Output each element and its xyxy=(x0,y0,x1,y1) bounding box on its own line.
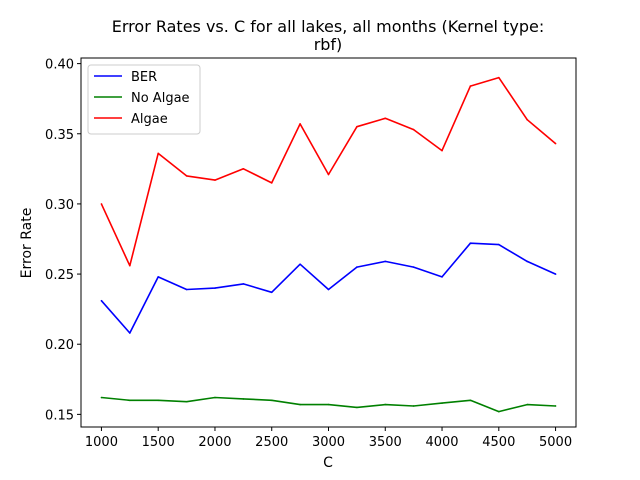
x-tick-label: 3500 xyxy=(369,435,402,450)
data-point xyxy=(299,123,301,125)
data-point xyxy=(100,203,103,205)
data-point xyxy=(497,410,500,413)
data-point xyxy=(356,406,358,409)
data-point xyxy=(157,276,160,278)
x-axis-label: C xyxy=(323,455,333,471)
legend-label: BER xyxy=(131,70,157,85)
data-point xyxy=(242,168,245,170)
data-point xyxy=(129,264,131,267)
y-tick-label: 0.25 xyxy=(45,268,74,283)
data-point xyxy=(157,152,160,155)
data-point xyxy=(412,128,415,131)
x-tick-label: 2500 xyxy=(255,435,288,450)
x-tick-label: 3000 xyxy=(312,435,345,450)
data-point xyxy=(554,142,557,145)
chart-title-line-1: Error Rates vs. C for all lakes, all mon… xyxy=(112,17,544,36)
y-tick-label: 0.35 xyxy=(45,128,74,143)
data-point xyxy=(554,405,557,407)
chart-title-line-2: rbf) xyxy=(314,35,343,54)
data-point xyxy=(299,263,301,266)
x-tick-label: 4000 xyxy=(425,435,458,450)
data-point xyxy=(270,182,273,184)
data-point xyxy=(412,266,415,268)
data-point xyxy=(242,283,245,285)
data-point xyxy=(497,243,500,246)
data-point xyxy=(526,260,528,263)
data-point xyxy=(384,260,387,263)
legend-label: No Algae xyxy=(131,91,190,106)
data-point xyxy=(384,117,387,120)
data-point xyxy=(214,179,216,181)
data-point xyxy=(100,299,103,302)
data-point xyxy=(129,332,131,334)
data-point xyxy=(185,400,188,403)
x-tick-label: 1500 xyxy=(142,435,175,450)
data-point xyxy=(526,118,528,121)
data-point xyxy=(185,175,188,177)
legend-box xyxy=(87,64,201,135)
data-point xyxy=(327,403,330,406)
legend: BER No Algae Algae xyxy=(87,64,201,135)
data-point xyxy=(526,403,528,406)
data-point xyxy=(356,266,358,268)
data-point xyxy=(214,287,216,289)
y-tick-label: 0.40 xyxy=(45,58,74,73)
data-point xyxy=(270,399,273,402)
data-point xyxy=(327,173,330,176)
data-point xyxy=(299,403,301,406)
data-point xyxy=(185,288,188,291)
y-tick-label: 0.15 xyxy=(45,408,74,423)
data-point xyxy=(469,242,472,245)
x-tick-label: 1000 xyxy=(85,435,118,450)
plot-area xyxy=(100,76,557,413)
legend-label: Algae xyxy=(131,112,168,127)
data-point xyxy=(157,399,160,402)
data-point xyxy=(469,85,472,87)
data-point xyxy=(554,273,557,275)
x-tick-label: 2000 xyxy=(198,435,231,450)
data-point xyxy=(441,276,443,278)
data-point xyxy=(356,125,358,128)
data-point xyxy=(327,288,330,291)
x-tick-label: 4500 xyxy=(482,435,515,450)
data-point xyxy=(214,396,216,399)
y-tick-label: 0.30 xyxy=(45,198,74,213)
y-axis-label: Error Rate xyxy=(19,208,35,279)
data-point xyxy=(469,399,472,402)
data-point xyxy=(100,396,103,399)
x-tick-label: 5000 xyxy=(539,435,572,450)
data-point xyxy=(242,398,245,400)
data-point xyxy=(270,291,273,294)
data-point xyxy=(441,402,443,404)
data-point xyxy=(384,403,387,406)
data-point xyxy=(129,399,131,402)
data-point xyxy=(412,405,415,407)
y-tick-label: 0.20 xyxy=(45,338,74,353)
data-point xyxy=(497,76,500,79)
data-point xyxy=(441,149,443,152)
